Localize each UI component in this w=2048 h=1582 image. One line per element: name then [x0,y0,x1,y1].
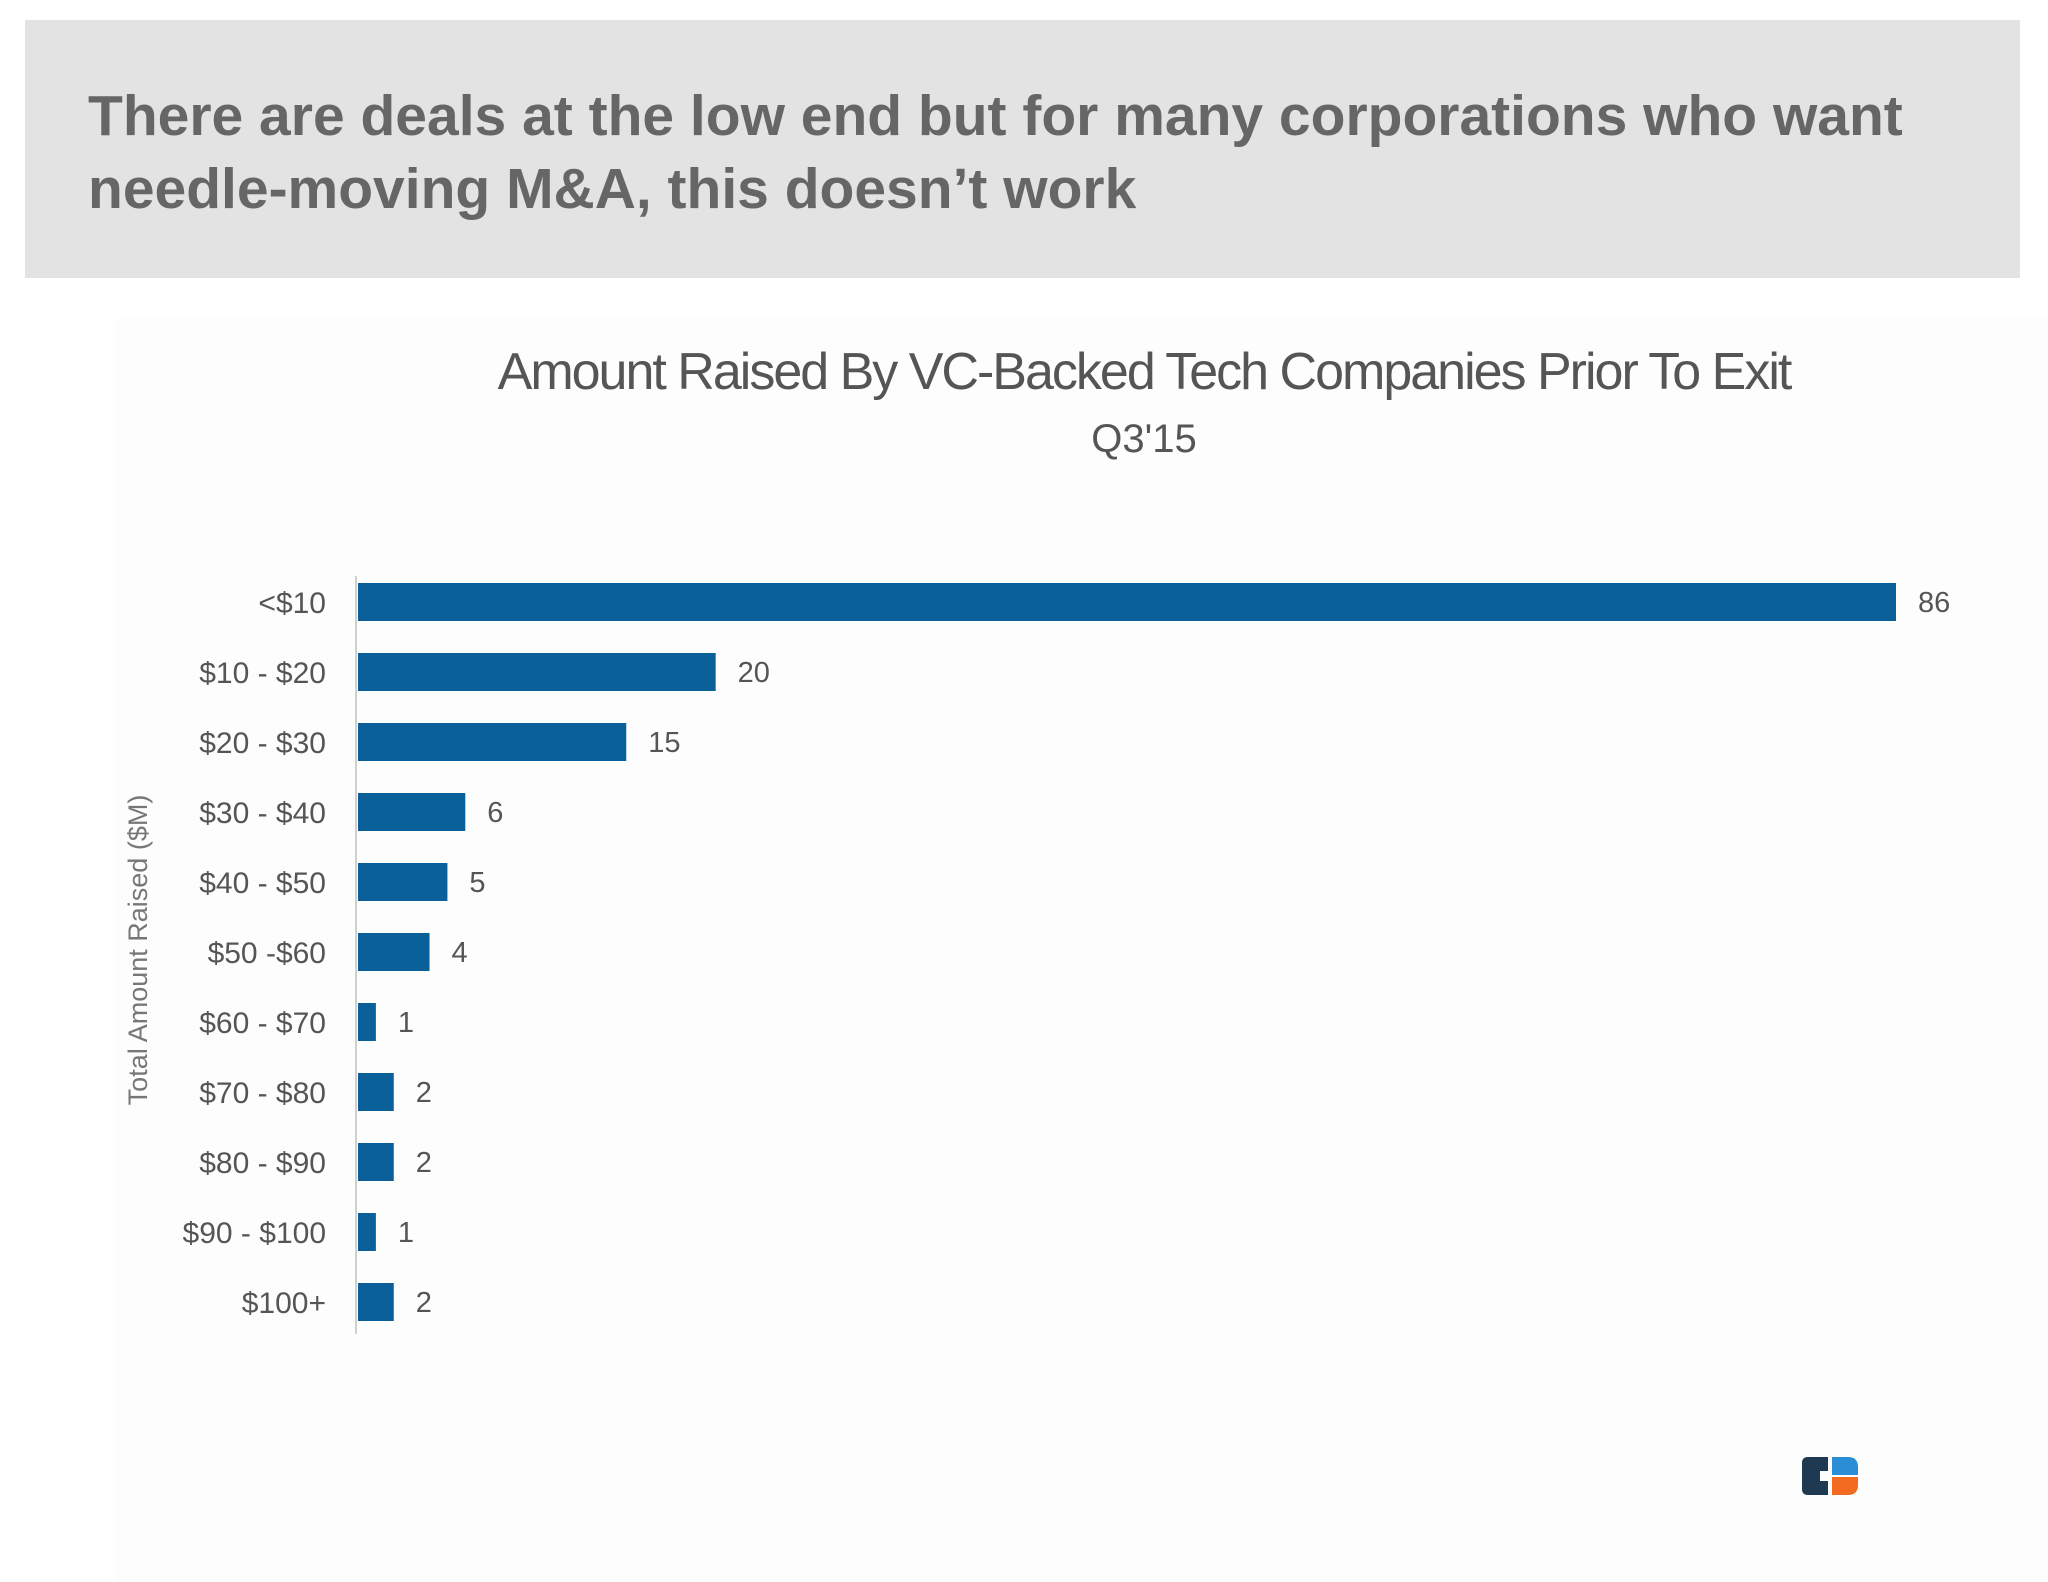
category-label: $40 - $50 [199,867,326,900]
data-label: 5 [469,867,485,899]
cb-insights-logo-icon [1802,1457,1858,1495]
category-label: $70 - $80 [199,1077,326,1110]
chart-title: Amount Raised By VC-Backed Tech Companie… [498,343,1793,401]
category-label: <$10 [258,587,326,620]
bar [358,583,1896,621]
bar [358,723,627,761]
bar [358,1073,394,1111]
bar [358,933,430,971]
bar [358,653,716,691]
header-banner [25,20,2020,278]
data-label: 2 [416,1077,432,1109]
data-label: 86 [1918,587,1950,619]
data-label: 2 [416,1287,432,1319]
category-label: $60 - $70 [199,1007,326,1040]
data-label: 6 [487,797,503,829]
bar [358,1213,376,1251]
bar-chart: Amount Raised By VC-Backed Tech Companie… [123,343,1950,1334]
category-label: $80 - $90 [199,1147,326,1180]
data-label: 4 [452,937,468,969]
bar [358,1143,394,1181]
bar [358,793,466,831]
bar [358,1003,376,1041]
data-label: 1 [398,1007,414,1039]
data-label: 20 [738,657,770,689]
category-label: $10 - $20 [199,657,326,690]
category-label: $20 - $30 [199,727,326,760]
page-title: There are deals at the low end but for m… [88,84,1903,221]
category-label: $50 -$60 [208,937,326,970]
data-label: 1 [398,1217,414,1249]
chart-subtitle: Q3'15 [1091,417,1197,461]
bars-layer: <$10 86$10 - $20 20$20 - $30 15$30 - $40 6$4… [183,583,1950,1321]
category-label: $100+ [242,1287,326,1320]
data-label: 15 [648,727,680,759]
category-label: $30 - $40 [199,797,326,830]
y-axis-label: Total Amount Raised ($M) [123,795,153,1106]
data-label: 2 [416,1147,432,1179]
bar [358,863,448,901]
chart-panel: Amount Raised By VC-Backed Tech Companie… [115,318,2048,1582]
bar [358,1283,394,1321]
category-label: $90 - $100 [183,1217,326,1250]
